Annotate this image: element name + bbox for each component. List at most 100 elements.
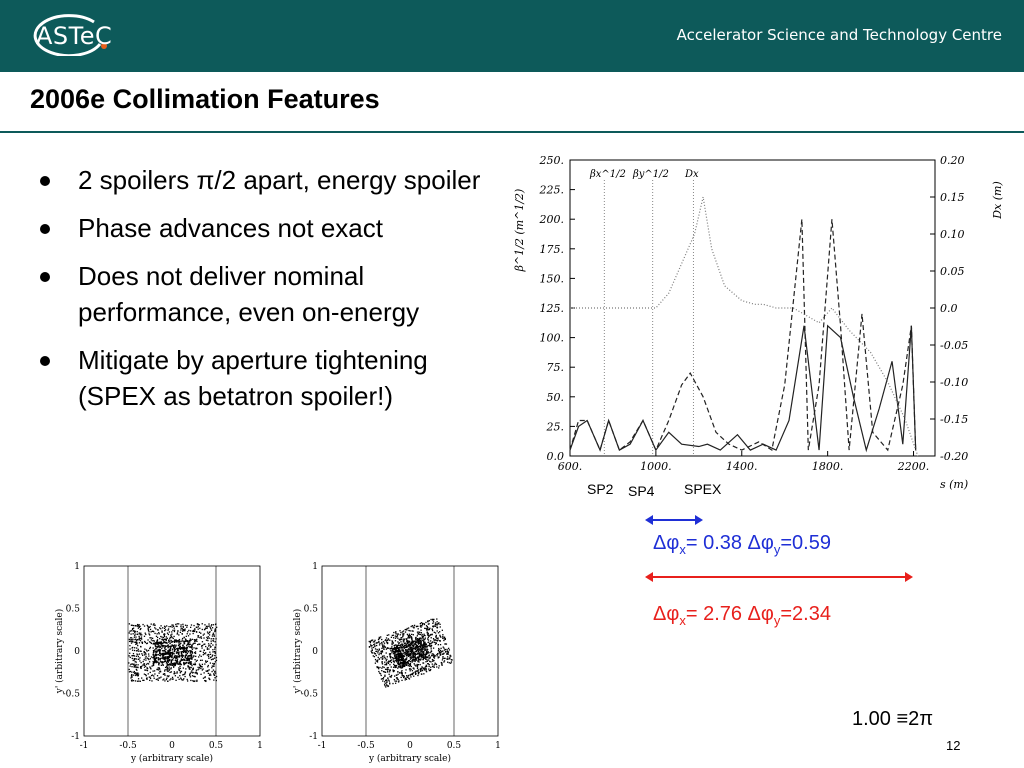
scatter-point bbox=[411, 639, 413, 641]
scatter-point bbox=[381, 641, 383, 644]
scatter-point bbox=[157, 659, 160, 661]
scatter-point bbox=[395, 644, 397, 646]
scatter-point bbox=[173, 644, 176, 646]
scatter-point bbox=[165, 645, 167, 647]
scatter-point bbox=[183, 636, 185, 638]
scatter-point bbox=[211, 670, 213, 673]
scatter-point bbox=[181, 659, 183, 661]
scatter-point bbox=[174, 639, 176, 641]
scatter-point bbox=[383, 644, 385, 646]
scatter-point bbox=[409, 674, 411, 676]
scatter-point bbox=[155, 660, 158, 662]
scatter-point bbox=[403, 665, 406, 668]
scatter-point bbox=[213, 657, 216, 659]
scatter-point bbox=[382, 645, 384, 648]
scatter-point bbox=[404, 646, 407, 649]
scatter-point bbox=[137, 638, 139, 641]
scatter-point bbox=[393, 648, 395, 651]
scatter-point bbox=[189, 674, 191, 677]
scatter-point bbox=[393, 644, 395, 647]
scatter-point bbox=[210, 674, 212, 676]
scatter-point bbox=[171, 636, 173, 639]
scatter-point bbox=[405, 643, 407, 645]
scatter-point bbox=[402, 658, 404, 660]
scatter-point bbox=[162, 627, 164, 629]
scatter-point bbox=[200, 667, 202, 670]
scatter-point bbox=[201, 623, 203, 625]
scatter-point bbox=[198, 631, 201, 633]
scatter-point bbox=[210, 629, 213, 631]
scatter-point bbox=[414, 650, 416, 653]
scatter-point bbox=[178, 638, 181, 641]
scatter-point bbox=[169, 640, 171, 642]
scatter-point bbox=[430, 640, 432, 642]
scatter-point bbox=[427, 652, 430, 654]
scatter-point bbox=[135, 661, 137, 663]
scatter-point bbox=[380, 652, 382, 654]
scatter-point bbox=[422, 646, 424, 648]
scatter-point bbox=[171, 654, 174, 656]
scatter-point bbox=[141, 642, 144, 644]
scatter-point bbox=[209, 653, 212, 655]
scatter-point bbox=[428, 628, 430, 630]
scatter-point bbox=[192, 656, 194, 658]
scatter-point bbox=[423, 634, 425, 637]
scatter-point bbox=[373, 652, 375, 654]
scatter-point bbox=[167, 629, 169, 631]
scatter-point bbox=[406, 654, 408, 656]
scatter-point bbox=[428, 620, 431, 622]
scatter-point bbox=[392, 670, 395, 673]
scatter-point bbox=[167, 647, 169, 649]
scatter-point bbox=[213, 663, 216, 665]
scatter-point bbox=[171, 633, 173, 635]
scatter-point bbox=[157, 643, 159, 645]
scatter-point bbox=[200, 665, 202, 668]
scatter-point bbox=[397, 666, 400, 668]
scatter-point bbox=[387, 668, 389, 671]
scatter-point bbox=[211, 667, 213, 669]
scatter-point bbox=[150, 642, 153, 645]
scatter-point bbox=[399, 672, 401, 674]
scatter-point bbox=[387, 679, 390, 681]
scatter-point bbox=[409, 655, 411, 657]
scatter-point bbox=[414, 658, 416, 660]
scatter-point bbox=[381, 667, 383, 669]
scatter-point bbox=[204, 643, 206, 645]
scatter-point bbox=[417, 658, 420, 660]
scatter-point bbox=[139, 625, 141, 627]
scatter-point bbox=[439, 635, 441, 638]
scatter-point bbox=[423, 643, 425, 646]
scatter-point bbox=[132, 679, 135, 682]
scatter-point bbox=[432, 626, 434, 628]
scatter-point bbox=[389, 657, 392, 659]
scatter-point bbox=[148, 626, 150, 629]
scatter-point bbox=[428, 654, 430, 656]
scatter-point bbox=[145, 677, 148, 680]
scatter-point bbox=[143, 659, 145, 661]
scatter-point bbox=[423, 645, 425, 647]
scatter-point bbox=[375, 660, 377, 662]
scatter-point bbox=[138, 642, 141, 644]
x-tick-label: 0.5 bbox=[209, 741, 224, 751]
scatter-point bbox=[183, 658, 185, 660]
scatter-point bbox=[408, 663, 411, 666]
scatter-point bbox=[170, 634, 172, 636]
scatter-point bbox=[386, 670, 389, 672]
bullet-dot-icon bbox=[40, 176, 50, 186]
scatter-point bbox=[422, 658, 424, 661]
scatter-point bbox=[135, 650, 138, 652]
scatter-point bbox=[381, 677, 384, 680]
scatter-point bbox=[433, 618, 435, 621]
scatter-point bbox=[168, 654, 171, 656]
scatter-point bbox=[408, 635, 410, 637]
scatter-point bbox=[186, 626, 188, 628]
scatter-point bbox=[371, 651, 373, 654]
scatter-point bbox=[448, 662, 450, 664]
scatter-point bbox=[395, 653, 398, 655]
scatter-point bbox=[154, 645, 157, 647]
scatter-point bbox=[426, 631, 428, 633]
scatter-point bbox=[157, 649, 160, 652]
scatter-point bbox=[191, 644, 193, 646]
scatter-point bbox=[172, 663, 175, 666]
scatter-point bbox=[163, 660, 166, 663]
